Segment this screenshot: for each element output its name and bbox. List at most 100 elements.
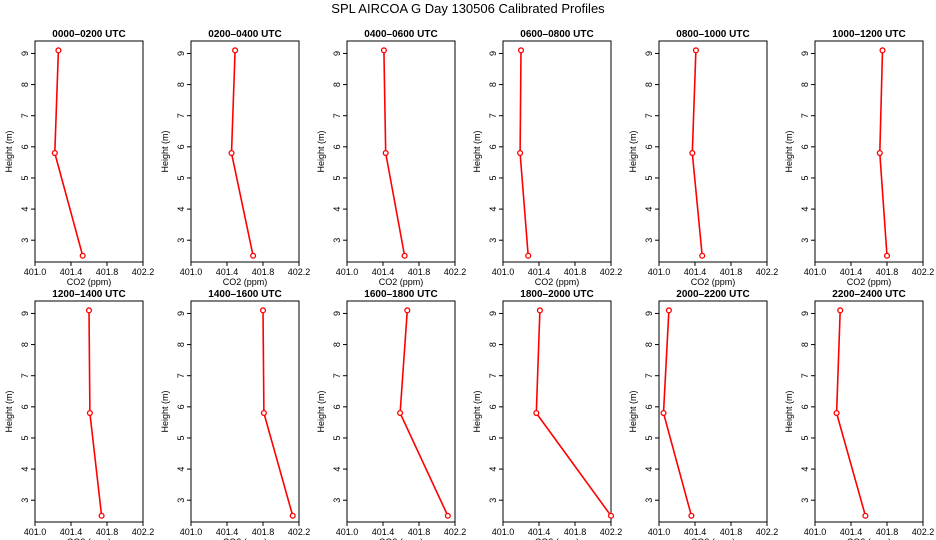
y-tick-label: 6 (332, 404, 342, 409)
x-tick-label: 402.2 (444, 267, 467, 277)
panel-title: 2000–2200 UTC (676, 289, 749, 300)
panel-title: 1800–2000 UTC (520, 289, 593, 300)
x-tick-label: 401.8 (564, 527, 587, 537)
y-tick-label: 9 (176, 51, 186, 56)
profile-line (662, 310, 693, 517)
data-point (692, 47, 699, 54)
data-point (401, 252, 408, 259)
x-tick-label: 401.8 (564, 267, 587, 277)
data-point (380, 47, 387, 54)
plot-frame (814, 300, 924, 523)
x-axis-label: CO2 (ppm) (847, 277, 892, 287)
data-point (250, 252, 257, 259)
profile-panel: 1400–1600 UTC 401.0 401.4 401.8 402.2 CO2 (pp… (160, 289, 310, 540)
y-tick-label: 7 (644, 113, 654, 118)
panel-title: 0000–0200 UTC (52, 29, 125, 40)
x-tick-label: 401.0 (648, 267, 671, 277)
x-tick-label: 401.0 (24, 527, 47, 537)
y-tick-label: 9 (644, 51, 654, 56)
y-axis-label: Height (m) (4, 130, 14, 172)
x-tick-label: 401.4 (60, 527, 83, 537)
y-tick-label: 8 (332, 342, 342, 347)
panel-title: 2200–2400 UTC (832, 289, 905, 300)
x-tick-label: 402.2 (912, 267, 935, 277)
y-tick-label: 6 (176, 404, 186, 409)
profile-line (399, 310, 449, 517)
y-tick-label: 3 (800, 238, 810, 243)
y-tick-label: 9 (644, 311, 654, 316)
data-point (232, 47, 239, 54)
x-tick-label: 402.2 (756, 527, 779, 537)
y-tick-label: 9 (332, 51, 342, 56)
y-tick-label: 4 (176, 467, 186, 472)
data-point (688, 512, 695, 519)
y-tick-label: 9 (800, 311, 810, 316)
y-tick-label: 5 (488, 175, 498, 180)
y-tick-label: 7 (488, 373, 498, 378)
x-tick-label: 402.2 (288, 267, 311, 277)
y-tick-label: 7 (20, 373, 30, 378)
x-tick-label: 401.0 (804, 527, 827, 537)
data-point (833, 410, 840, 417)
x-tick-label: 401.8 (876, 267, 899, 277)
plot-frame (190, 40, 300, 263)
profile-line (835, 310, 867, 517)
x-axis-label: CO2 (ppm) (223, 277, 268, 287)
y-axis-label: Height (m) (472, 130, 482, 172)
y-tick-label: 6 (644, 404, 654, 409)
data-point (259, 307, 267, 314)
y-tick-label: 3 (176, 498, 186, 503)
x-tick-label: 401.4 (528, 267, 551, 277)
profile-line (230, 50, 254, 256)
x-tick-label: 401.4 (684, 527, 707, 537)
panel-title: 1200–1400 UTC (52, 289, 125, 300)
y-axis-label: Height (m) (628, 390, 638, 432)
x-axis-label: CO2 (ppm) (67, 277, 112, 287)
y-tick-label: 8 (176, 82, 186, 87)
y-tick-label: 3 (176, 238, 186, 243)
y-tick-label: 8 (488, 82, 498, 87)
plot-frame (34, 40, 144, 263)
x-tick-label: 402.2 (912, 527, 935, 537)
plot-frame (502, 40, 612, 263)
x-tick-label: 401.8 (720, 527, 743, 537)
x-tick-label: 402.2 (444, 527, 467, 537)
x-tick-label: 401.8 (408, 527, 431, 537)
x-tick-label: 401.0 (336, 527, 359, 537)
y-tick-label: 9 (332, 311, 342, 316)
y-tick-label: 6 (20, 404, 30, 409)
x-tick-label: 401.0 (804, 267, 827, 277)
y-tick-label: 8 (644, 82, 654, 87)
y-tick-label: 4 (800, 207, 810, 212)
profile-panels: 0000–0200 UTC 401.0 401.4 401.8 402.2 CO2 (pp… (4, 29, 934, 540)
profile-panel: 0800–1000 UTC 401.0 401.4 401.8 402.2 CO2 (pp… (628, 29, 778, 287)
y-tick-label: 4 (644, 207, 654, 212)
data-point (837, 307, 844, 314)
x-tick-label: 401.0 (492, 527, 515, 537)
x-tick-label: 402.2 (756, 267, 779, 277)
y-tick-label: 6 (644, 144, 654, 149)
y-tick-label: 6 (800, 144, 810, 149)
data-point (665, 307, 672, 314)
plot-frame (346, 300, 456, 523)
profile-panel: 1600–1800 UTC 401.0 401.4 401.8 402.2 CO2 (pp… (316, 289, 466, 540)
x-axis-label: CO2 (ppm) (379, 537, 424, 540)
y-tick-label: 5 (176, 175, 186, 180)
data-point (289, 512, 296, 519)
plot-frame (658, 40, 768, 263)
x-tick-label: 401.4 (840, 267, 863, 277)
y-axis-label: Height (m) (472, 390, 482, 432)
y-tick-label: 7 (488, 113, 498, 118)
panel-title: 0800–1000 UTC (676, 29, 749, 40)
y-tick-label: 5 (800, 435, 810, 440)
data-point (517, 47, 525, 54)
profile-panel: 0200–0400 UTC 401.0 401.4 401.8 402.2 CO2 (pp… (160, 29, 310, 287)
y-tick-label: 7 (332, 113, 342, 118)
y-tick-label: 7 (20, 113, 30, 118)
profile-panel: 0000–0200 UTC 401.0 401.4 401.8 402.2 CO2 (pp… (4, 29, 154, 287)
plot-frame (190, 300, 300, 523)
y-tick-label: 3 (20, 238, 30, 243)
y-axis-label: Height (m) (4, 390, 14, 432)
y-tick-label: 4 (644, 467, 654, 472)
